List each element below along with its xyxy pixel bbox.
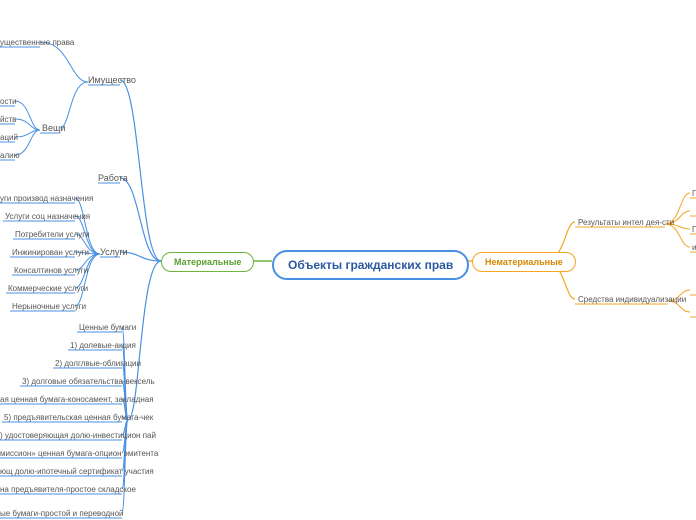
- intel-2: и: [692, 243, 696, 252]
- work-label: Работа: [98, 173, 128, 183]
- services-label: Услуги: [100, 247, 128, 257]
- sec-3: ая ценная бумага-коносамент, закладная: [0, 395, 154, 404]
- veschi-2: аций: [0, 133, 18, 142]
- sec-9: ые бумаги-простой и переводной: [0, 509, 124, 518]
- securities-label: Ценные бумаги: [79, 323, 136, 332]
- svc-1: Услуги соц назначения: [5, 212, 90, 221]
- property-child-0: ущественные права: [0, 38, 74, 47]
- center-node: Объекты гражданских прав: [272, 250, 469, 280]
- sec-7: ющ долю-ипотечный сертификат участия: [0, 467, 154, 476]
- intel-0: П: [692, 189, 696, 198]
- veschi-label: Вещи: [42, 123, 65, 133]
- svc-3: Инжинирован услуги: [12, 248, 89, 257]
- veschi-3: алию: [0, 151, 20, 160]
- svc-5: Коммерческие услуги: [8, 284, 88, 293]
- veschi-0: ости: [0, 97, 17, 106]
- intel-1: П: [692, 225, 696, 234]
- sec-6: миссион» ценная бумага-опцион эмитента: [0, 449, 158, 458]
- veschi-1: йств: [0, 115, 16, 124]
- svc-6: Нерыночные услуги: [12, 302, 86, 311]
- sec-8: на предъявителя-простое складское: [0, 485, 136, 494]
- sec-2: 3) долговые обязательства-вексель: [22, 377, 155, 386]
- material-node: Материальные: [161, 252, 254, 272]
- sec-5: ) удостоверяющая долю-инвестицион пай: [0, 431, 156, 440]
- intel-label: Результаты интел дея-сти: [578, 218, 674, 227]
- sec-1: 2) долглвые-облигации: [55, 359, 141, 368]
- individ-label: Средства индивидуализации: [578, 295, 686, 304]
- svc-2: Потребители услуги: [15, 230, 90, 239]
- svc-4: Консалтинов услуги: [14, 266, 88, 275]
- sec-4: 5) предъявительская ценная бумага-чек: [4, 413, 153, 422]
- sec-0: 1) долевые-акция: [70, 341, 136, 350]
- svc-0: уги производ назначения: [0, 194, 93, 203]
- nonmaterial-node: Нематериальные: [472, 252, 576, 272]
- property-label: Имущество: [88, 75, 136, 85]
